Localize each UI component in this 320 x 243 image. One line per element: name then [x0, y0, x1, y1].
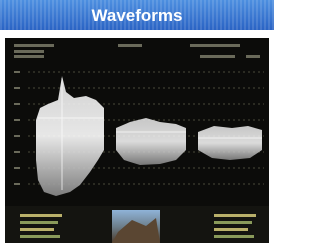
- waveform-right: [198, 126, 262, 160]
- screenshot: Waveforms: [0, 0, 274, 243]
- page: {"header": {"title": "Waveforms"}} Wavef…: [0, 0, 274, 243]
- waveform-middle: [116, 118, 186, 165]
- header-title: Waveforms: [91, 6, 182, 25]
